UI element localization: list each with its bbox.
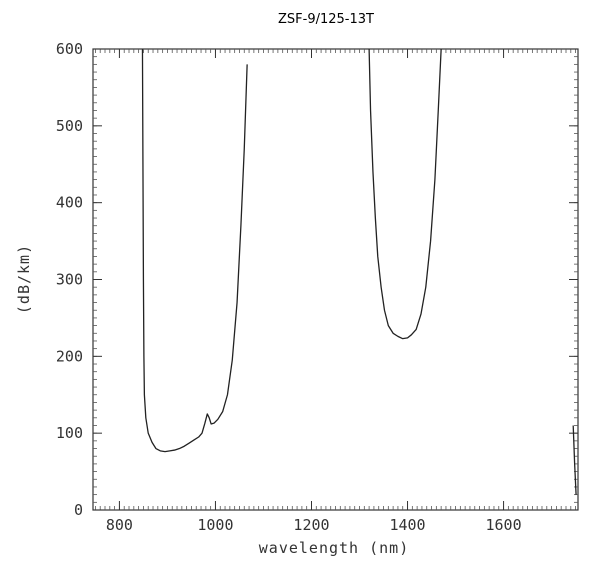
plot-frame <box>92 48 579 511</box>
y-tick-label: 400 <box>56 194 83 212</box>
x-tick-label: 1000 <box>197 516 233 534</box>
y-axis-label: (dB/km) <box>15 244 33 314</box>
x-tick-label: 800 <box>106 516 133 534</box>
series-line-3 <box>572 425 577 495</box>
y-tick-label: 300 <box>56 271 83 289</box>
x-tick-label: 1600 <box>486 516 522 534</box>
y-tick-labels: 0 100 200 300 400 500 600 <box>56 40 83 519</box>
y-tick-label: 0 <box>74 501 83 519</box>
y-tick-label: 600 <box>56 40 83 58</box>
y-tick-label: 100 <box>56 424 83 442</box>
x-tick-label: 1200 <box>293 516 329 534</box>
x-tick-label: 1400 <box>389 516 425 534</box>
minor-ticks <box>93 48 578 511</box>
y-tick-label: 200 <box>56 347 83 365</box>
y-tick-label: 500 <box>56 117 83 135</box>
series-line-2 <box>368 48 442 340</box>
x-axis-label: wavelength (nm) <box>259 539 409 557</box>
major-ticks <box>93 48 578 511</box>
x-tick-labels: 800 1000 1200 1400 1600 <box>106 516 522 534</box>
chart-title: ZSF-9/125-13T <box>278 12 374 27</box>
series-group <box>141 48 577 495</box>
series-line-1 <box>141 48 248 453</box>
